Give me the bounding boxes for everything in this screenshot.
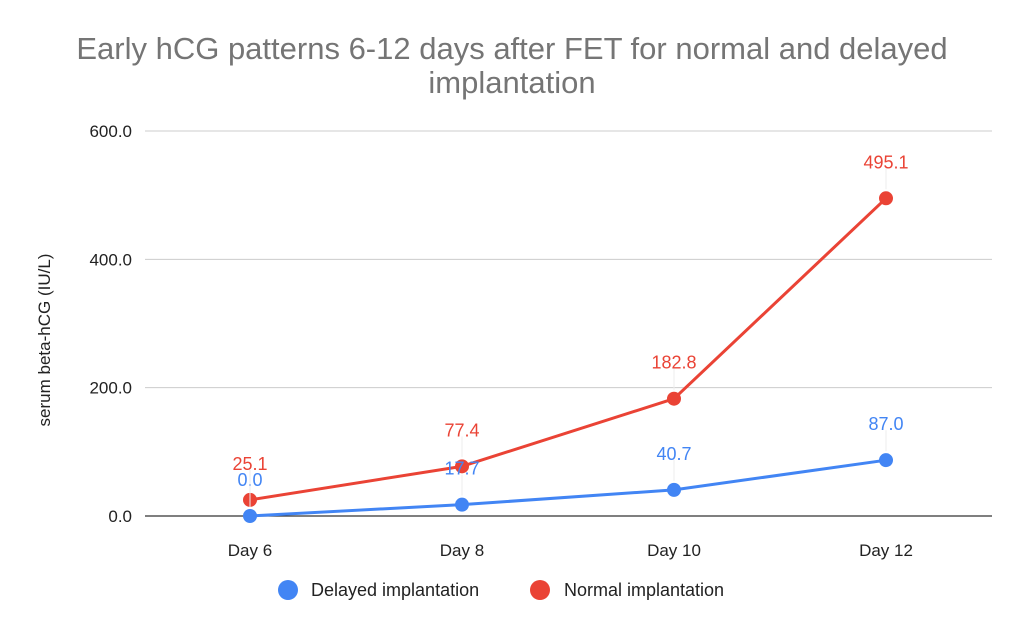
series-2	[243, 191, 893, 507]
y-tick-label: 0.0	[108, 507, 132, 526]
data-point[interactable]	[455, 497, 469, 512]
y-axis-title: serum beta-hCG (IU/L)	[35, 254, 54, 427]
data-point[interactable]	[455, 459, 469, 474]
gridlines	[145, 130, 992, 389]
series-1	[243, 453, 893, 523]
x-tick-label: Day 10	[647, 541, 701, 560]
legend-label: Normal implantation	[564, 580, 724, 600]
legend-item[interactable]: Delayed implantation	[278, 580, 479, 600]
chart-title-line-2: implantation	[428, 65, 595, 100]
data-label: 87.0	[868, 414, 903, 434]
y-axis-ticks: 0.0 200.0 400.0 600.0	[89, 122, 132, 526]
series-group	[243, 191, 893, 523]
data-point[interactable]	[879, 191, 893, 206]
series-line	[249, 458, 887, 518]
legend-marker	[530, 580, 550, 600]
chart-title: Early hCG patterns 6-12 days after FET f…	[76, 31, 947, 100]
data-label: 77.4	[444, 420, 479, 440]
data-point[interactable]	[667, 391, 681, 406]
data-label: 17.7	[444, 459, 479, 479]
legend[interactable]: Delayed implantation Normal implantation	[278, 580, 724, 600]
x-tick-label: Day 12	[859, 541, 913, 560]
legend-label: Delayed implantation	[311, 580, 479, 600]
legend-item[interactable]: Normal implantation	[530, 580, 724, 600]
data-label: 40.7	[656, 444, 691, 464]
x-tick-label: Day 6	[228, 541, 272, 560]
data-label: 25.1	[232, 454, 267, 474]
y-tick-label: 600.0	[89, 122, 132, 141]
data-point[interactable]	[667, 482, 681, 497]
legend-marker	[278, 580, 298, 600]
y-tick-label: 200.0	[89, 379, 132, 398]
x-axis-ticks: Day 6 Day 8 Day 10 Day 12	[228, 541, 913, 560]
series-line	[249, 197, 888, 502]
chart-title-line-1: Early hCG patterns 6-12 days after FET f…	[76, 31, 947, 66]
data-point[interactable]	[879, 453, 893, 468]
y-tick-label: 400.0	[89, 250, 132, 269]
data-label: 182.8	[651, 353, 696, 373]
x-tick-label: Day 8	[440, 541, 484, 560]
data-label: 495.1	[863, 152, 908, 172]
data-point[interactable]	[243, 509, 257, 523]
